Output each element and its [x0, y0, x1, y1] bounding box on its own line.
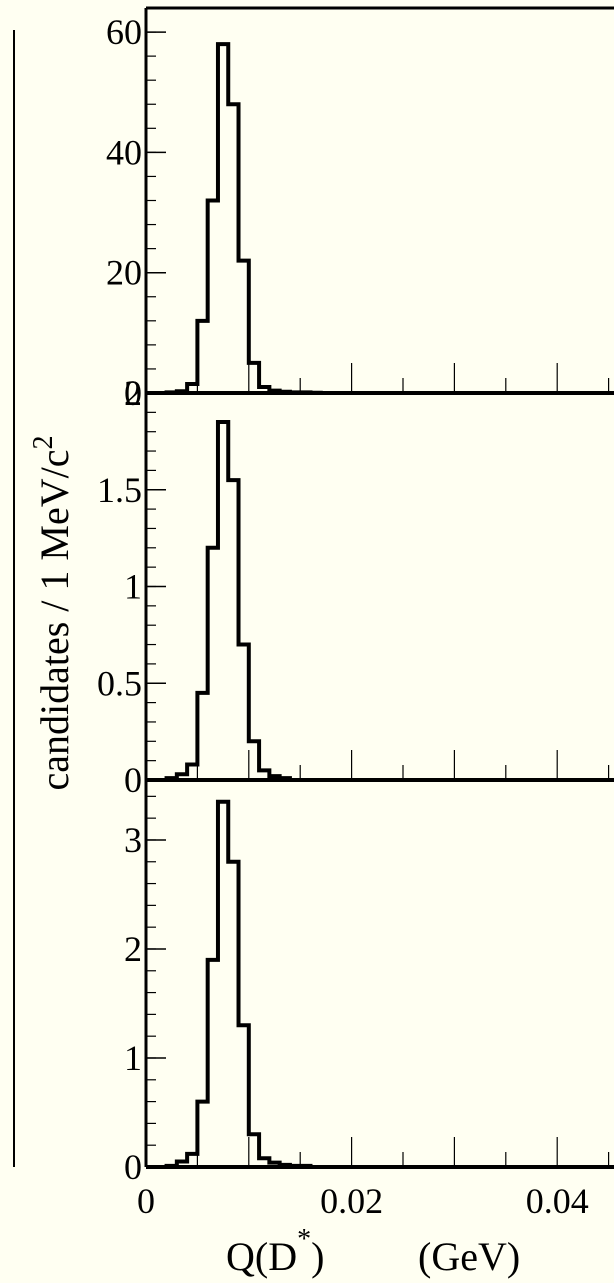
y-axis-title: candidates / 1 MeV/c2 [28, 436, 77, 791]
frame-layer [13, 6, 614, 1169]
x-axis-title-main: Q(D [226, 1234, 297, 1279]
x-tick-label: 0.02 [320, 1181, 383, 1221]
panel-1-y-tick-label: 20 [106, 253, 142, 293]
panel-3-y-tick-label: 3 [124, 820, 142, 860]
panel-2-y-tick-label: 0 [124, 760, 142, 800]
x-tick-label: 0 [137, 1181, 155, 1221]
histogram-layer [146, 42, 362, 1169]
panel-3-histogram [146, 799, 362, 1169]
panel-1-y-tick-label: 60 [106, 12, 142, 52]
panel-3-y-tick-label: 0 [124, 1147, 142, 1187]
y-axis-title-text: candidates / 1 MeV/c [32, 450, 77, 791]
panel-3-y-tick-label: 2 [124, 929, 142, 969]
panel-1-histogram [146, 42, 362, 395]
panel-2-histogram [146, 420, 362, 782]
panel-1-y-tick-label: 40 [106, 132, 142, 172]
panel-1-y-tick-label: 0 [124, 373, 142, 413]
panel-2-y-tick-label: 2 [124, 373, 142, 413]
panel-2-y-tick-label: 0.5 [97, 663, 142, 703]
x-tick-label: 0.04 [526, 1181, 589, 1221]
x-axis-title-superscript: * [297, 1224, 311, 1255]
x-axis-title: Q(D*) [226, 1224, 324, 1279]
panel-2-y-tick-label: 1.5 [97, 470, 142, 510]
panel-2-y-tick-label: 1 [124, 567, 142, 607]
x-axis-unit: (GeV) [418, 1234, 520, 1279]
y-axis-title-superscript: 2 [28, 436, 59, 450]
x-axis-title-close: ) [311, 1234, 324, 1279]
panel-3-y-tick-label: 1 [124, 1038, 142, 1078]
